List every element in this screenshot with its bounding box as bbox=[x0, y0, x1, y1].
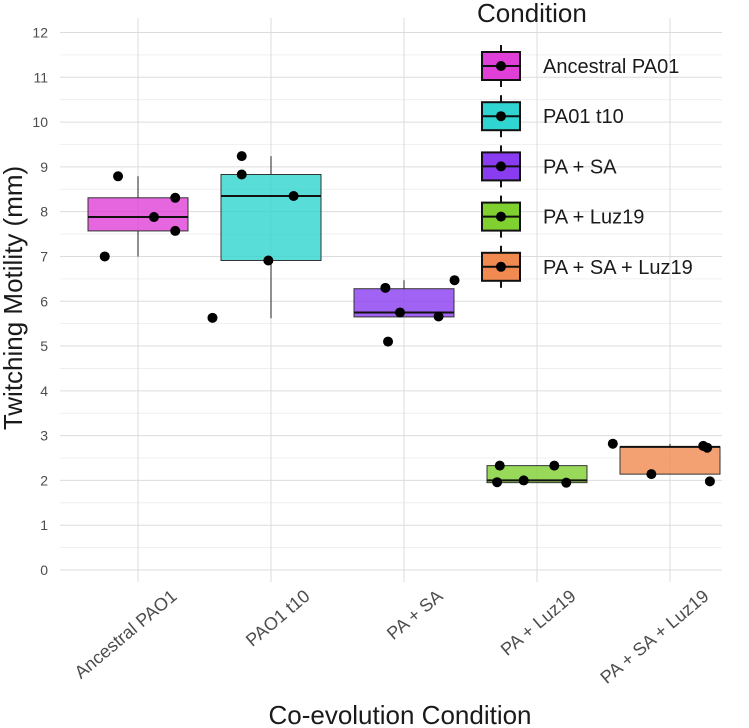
legend-point bbox=[496, 111, 506, 122]
x-tick-label: PA + Luz19 bbox=[497, 586, 580, 660]
data-point bbox=[433, 311, 444, 322]
data-point bbox=[383, 336, 394, 347]
y-tick-label: 10 bbox=[32, 114, 48, 130]
data-point bbox=[646, 469, 657, 480]
data-point bbox=[263, 255, 274, 266]
data-point bbox=[148, 212, 159, 223]
legend-point bbox=[496, 261, 506, 272]
legend-items: Ancestral PA01 PA01 t10 PA + SA PA + Luz19 P… bbox=[481, 45, 693, 288]
legend-item: PA + SA bbox=[481, 145, 617, 188]
y-tick-label: 4 bbox=[40, 383, 48, 399]
legend-item: PA01 t10 bbox=[481, 95, 624, 138]
box-series bbox=[87, 156, 721, 484]
data-point bbox=[207, 312, 218, 323]
y-tick-label: 9 bbox=[40, 159, 48, 175]
legend-label: PA + Luz19 bbox=[543, 207, 644, 229]
box-4 bbox=[486, 465, 588, 484]
y-tick-label: 1 bbox=[40, 517, 48, 533]
data-point bbox=[99, 251, 110, 262]
box-1 bbox=[87, 176, 189, 257]
legend-label: PA + SA bbox=[543, 156, 617, 178]
box-2 bbox=[220, 156, 322, 319]
legend-item: PA + Luz19 bbox=[481, 195, 644, 238]
x-tick-label: Ancestral PAO1 bbox=[71, 586, 181, 683]
y-tick-label: 12 bbox=[32, 25, 48, 41]
data-point bbox=[170, 192, 181, 203]
legend-label: Ancestral PA01 bbox=[543, 56, 679, 78]
x-axis-title: Co-evolution Condition bbox=[268, 700, 531, 728]
data-point bbox=[518, 475, 529, 486]
data-point bbox=[395, 307, 406, 318]
data-point bbox=[449, 275, 460, 286]
legend: Condition Ancestral PA01 PA01 t10 PA + SA P… bbox=[477, 0, 693, 288]
y-tick-label: 5 bbox=[40, 338, 48, 354]
data-points bbox=[99, 151, 715, 488]
legend-label: PA + SA + Luz19 bbox=[543, 257, 693, 279]
legend-label: PA01 t10 bbox=[543, 106, 624, 128]
data-point bbox=[561, 477, 572, 488]
y-tick-label: 2 bbox=[40, 472, 48, 488]
legend-point bbox=[496, 211, 506, 222]
data-point bbox=[702, 442, 713, 453]
box-iqr bbox=[220, 173, 322, 261]
legend-title: Condition bbox=[477, 0, 587, 28]
data-point bbox=[549, 460, 560, 471]
data-point bbox=[607, 438, 618, 449]
legend-item: Ancestral PA01 bbox=[481, 45, 679, 87]
data-point bbox=[236, 151, 247, 162]
data-point bbox=[236, 169, 247, 180]
data-point bbox=[380, 282, 391, 293]
legend-point bbox=[496, 61, 506, 71]
x-tick-label: PAO1 t10 bbox=[242, 586, 314, 651]
y-tick-label: 3 bbox=[40, 428, 48, 444]
y-tick-label: 7 bbox=[40, 248, 48, 264]
x-tick-label: PA + SA + Luz19 bbox=[596, 586, 712, 688]
data-point bbox=[492, 477, 503, 488]
data-point bbox=[288, 190, 299, 201]
box-iqr bbox=[486, 465, 588, 484]
data-point bbox=[704, 476, 715, 487]
data-point bbox=[494, 460, 505, 471]
x-tick-label: PA + SA bbox=[383, 586, 447, 644]
box-iqr bbox=[87, 197, 189, 232]
grid bbox=[60, 18, 722, 582]
y-tick-label: 6 bbox=[40, 293, 48, 309]
legend-point bbox=[496, 161, 506, 172]
box-iqr bbox=[619, 446, 721, 475]
x-axis-ticks: Ancestral PAO1 PAO1 t10 PA + SA PA + Luz19 P… bbox=[71, 586, 713, 688]
y-tick-label: 0 bbox=[40, 562, 48, 578]
y-axis-title: Twitching Motility (mm) bbox=[0, 166, 28, 430]
legend-item: PA + SA + Luz19 bbox=[481, 245, 693, 288]
y-tick-label: 8 bbox=[40, 204, 48, 220]
data-point bbox=[113, 171, 124, 182]
y-tick-label: 11 bbox=[33, 69, 48, 85]
data-point bbox=[170, 225, 181, 236]
